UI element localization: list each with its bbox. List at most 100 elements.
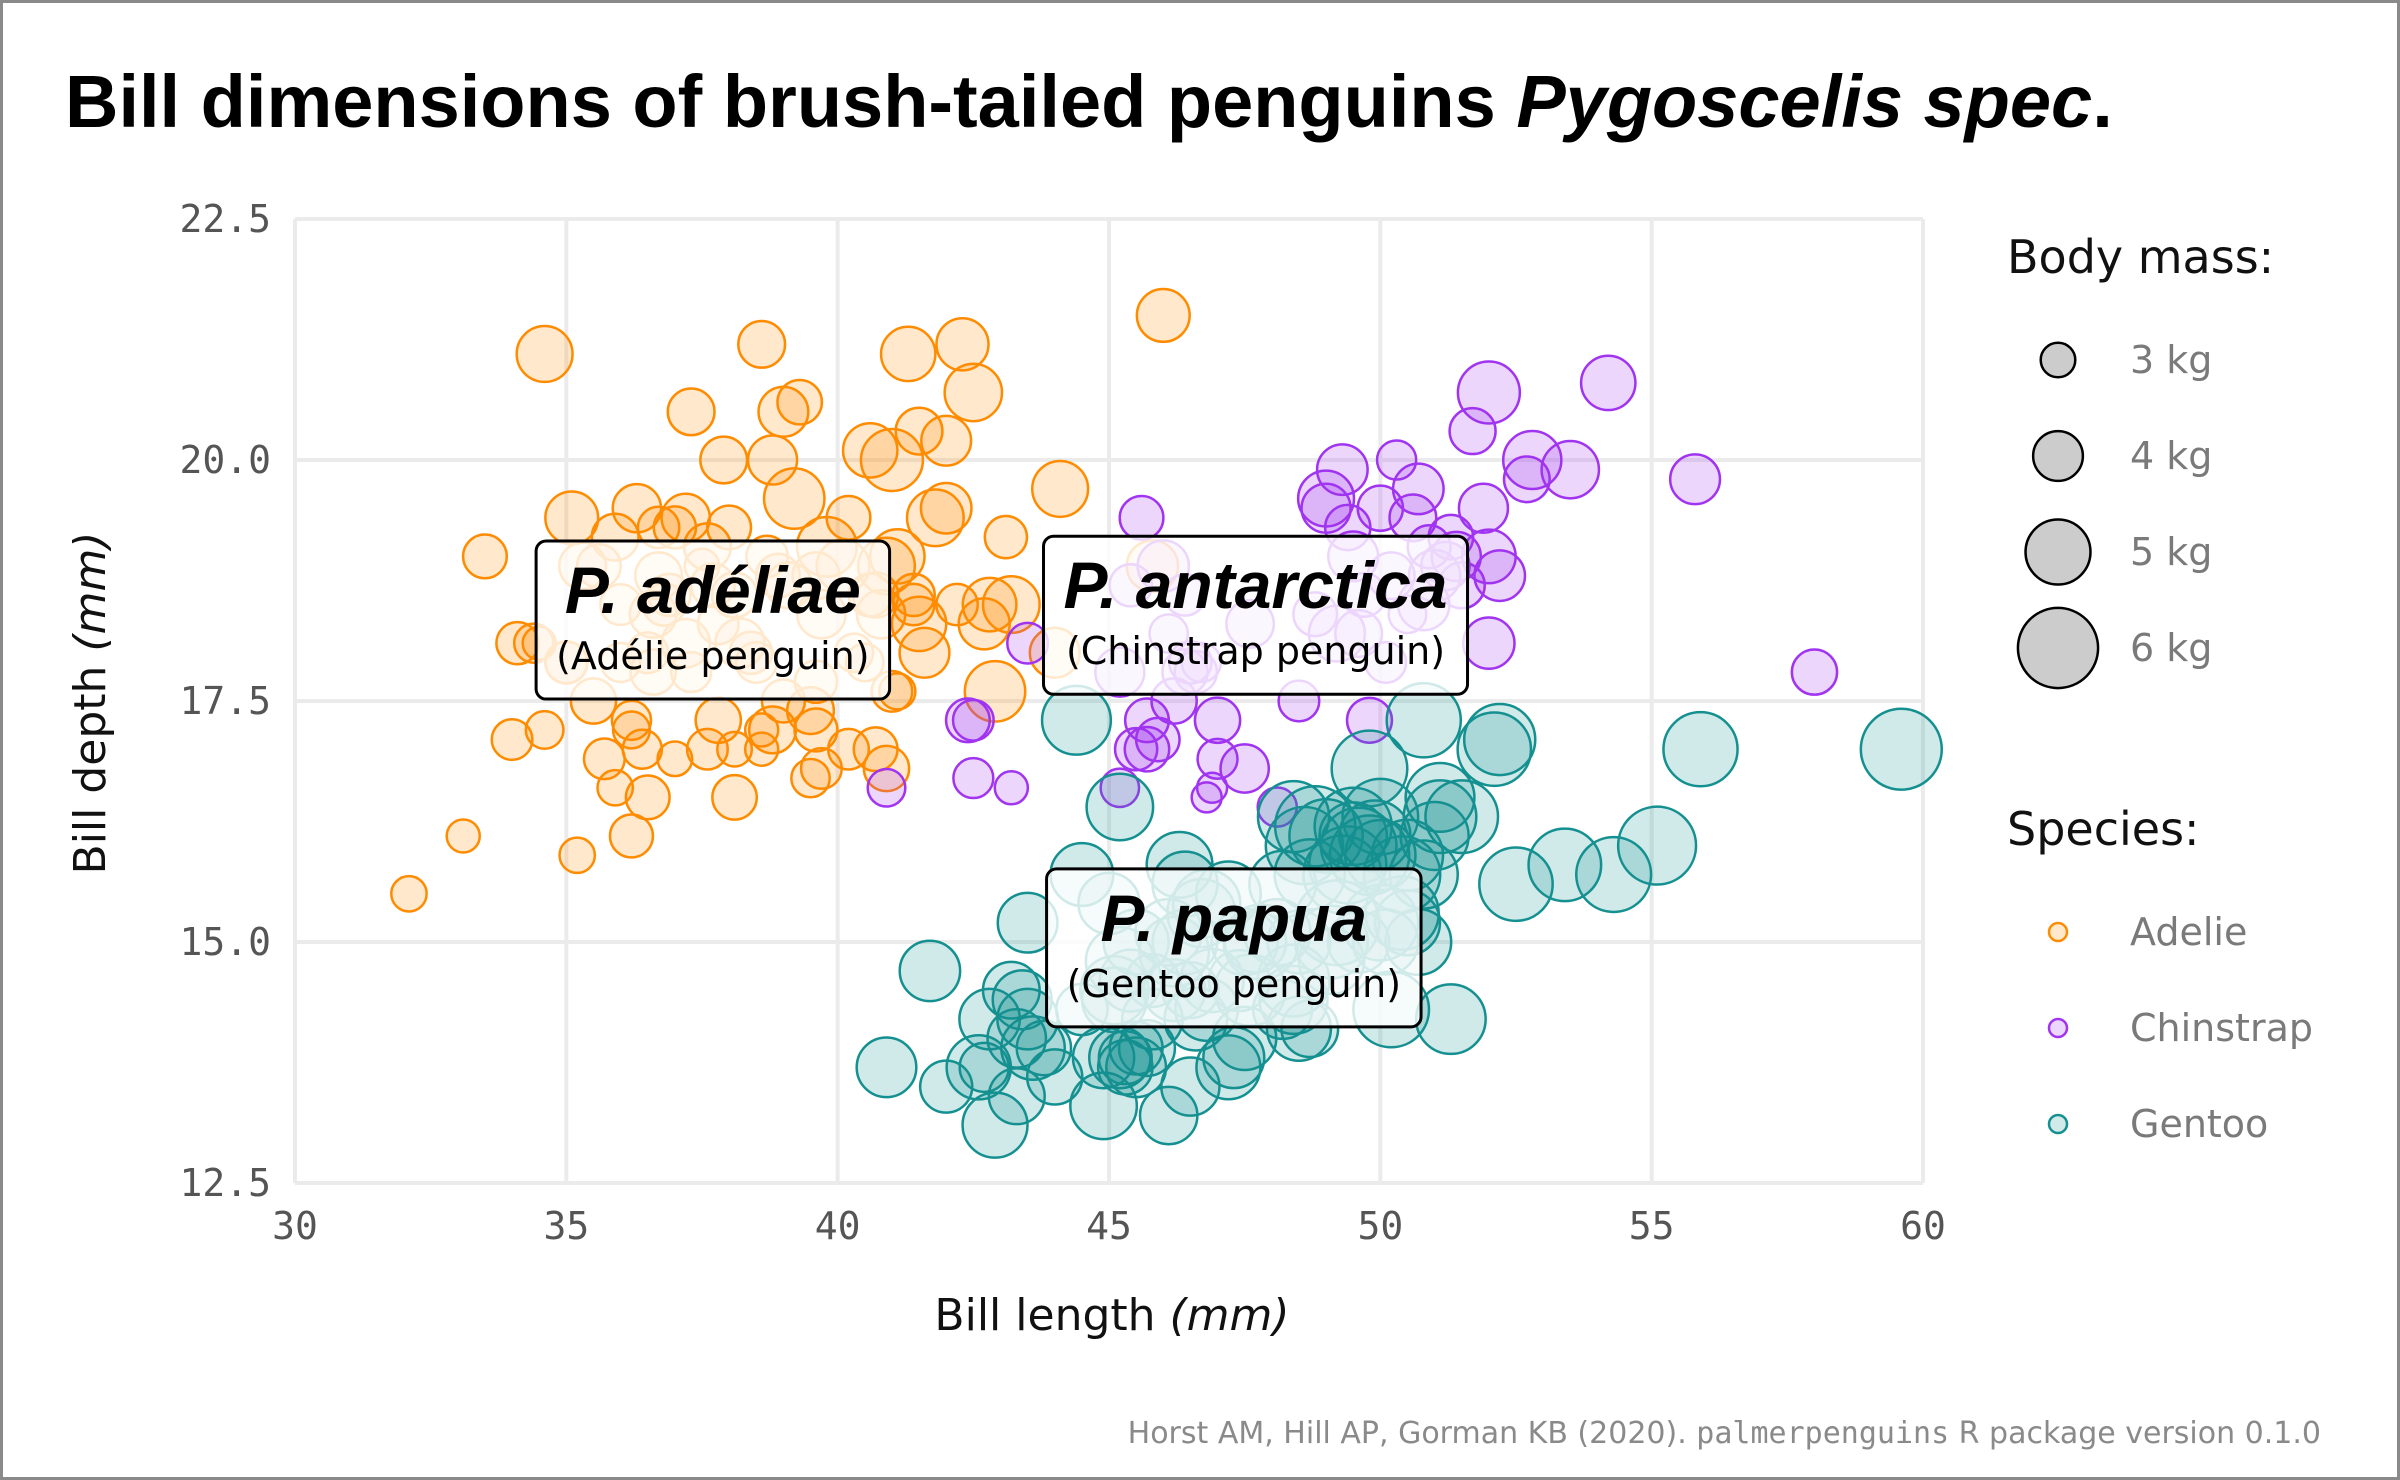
legend-size-label: 5 kg xyxy=(2130,530,2212,574)
data-point xyxy=(1040,684,1113,756)
data-point xyxy=(1030,459,1090,519)
data-point xyxy=(1575,835,1653,914)
data-point xyxy=(841,421,899,479)
data-point xyxy=(1318,801,1389,871)
data-point xyxy=(596,768,635,807)
annotation-gentoo: P. papua (Gentoo penguin) xyxy=(1045,867,1423,1029)
legend-size-key xyxy=(2024,518,2092,586)
data-point xyxy=(1195,1034,1262,1101)
data-point xyxy=(790,757,831,799)
y-tick-label: 12.5 xyxy=(179,1161,271,1205)
data-point xyxy=(918,1059,974,1114)
y-tick-label: 22.5 xyxy=(179,197,271,241)
data-point xyxy=(1097,1030,1153,1086)
x-tick-label: 45 xyxy=(1086,1204,1132,1248)
y-axis-title: Bill depth (mm) xyxy=(65,532,116,875)
data-point xyxy=(461,533,509,580)
species-annotations: P. adéliae (Adélie penguin) P. antarctica (… xyxy=(534,534,1470,1029)
data-point xyxy=(891,582,936,627)
data-point xyxy=(993,769,1030,806)
data-point xyxy=(515,324,574,384)
data-point xyxy=(935,582,980,627)
data-point xyxy=(1006,621,1050,665)
data-point xyxy=(943,362,1004,423)
data-point xyxy=(737,319,787,369)
data-point xyxy=(1375,439,1418,481)
data-point xyxy=(490,717,534,762)
data-point xyxy=(666,387,716,437)
legend-species-label: Chinstrap xyxy=(2130,1006,2313,1050)
data-point xyxy=(1085,772,1155,842)
legend-species-title: Species: xyxy=(2007,802,2200,856)
data-point xyxy=(656,740,694,778)
penguin-scatter-chart: Bill dimensions of brush-tailed penguins… xyxy=(65,60,2321,1451)
data-point xyxy=(951,698,995,742)
data-point xyxy=(1015,1019,1073,1077)
data-point xyxy=(1461,616,1516,671)
legend-species-label: Adelie xyxy=(2130,910,2247,954)
x-tick-label: 55 xyxy=(1629,1204,1675,1248)
annotation-title: P. papua xyxy=(1101,881,1368,955)
data-point xyxy=(1501,429,1563,491)
data-point xyxy=(1134,716,1181,763)
data-point xyxy=(935,317,990,372)
annotation-title: P. antarctica xyxy=(1064,548,1448,622)
legend-size-key xyxy=(2016,606,2100,690)
data-point xyxy=(1473,549,1527,603)
legend-species-key xyxy=(2047,1017,2069,1039)
data-point xyxy=(776,378,824,426)
data-point xyxy=(1108,1020,1164,1076)
annotation-box xyxy=(1042,534,1470,696)
data-point xyxy=(746,434,799,486)
data-point xyxy=(961,1091,1029,1159)
data-point xyxy=(1193,696,1242,745)
data-point xyxy=(981,960,1041,1020)
legend: Body mass: 3 kg 4 kg 5 kg 6 kg Species: Ade… xyxy=(2007,230,2313,1146)
data-point xyxy=(866,767,907,808)
legend-species-items: Adelie Chinstrap Gentoo xyxy=(2047,910,2313,1146)
data-point xyxy=(610,699,653,742)
data-point xyxy=(1113,726,1159,772)
data-point xyxy=(1448,406,1497,456)
legend-size-key xyxy=(2031,429,2085,483)
data-point xyxy=(1668,453,1722,506)
x-tick-label: 35 xyxy=(543,1204,589,1248)
annotation-title: P. adéliae xyxy=(565,553,861,627)
data-point xyxy=(699,435,749,485)
data-point xyxy=(716,730,754,768)
data-point xyxy=(1790,648,1839,696)
data-point xyxy=(524,709,565,750)
legend-species-key xyxy=(2047,1113,2069,1135)
legend-species-key xyxy=(2047,921,2069,943)
x-tick-label: 40 xyxy=(815,1204,861,1248)
data-point xyxy=(1502,455,1551,504)
data-point xyxy=(1462,702,1537,777)
data-point xyxy=(983,514,1029,560)
data-point xyxy=(919,481,973,535)
data-point xyxy=(1404,761,1476,834)
data-point xyxy=(1579,354,1637,412)
x-tick-label: 30 xyxy=(272,1204,318,1248)
legend-size-key xyxy=(2039,341,2077,379)
legend-size-items: 3 kg 4 kg 5 kg 6 kg xyxy=(2016,338,2212,690)
data-point xyxy=(1478,846,1554,923)
data-point xyxy=(1190,781,1223,814)
x-tick-label: 50 xyxy=(1357,1204,1403,1248)
caption: Horst AM, Hill AP, Gorman KB (2020). pal… xyxy=(1128,1416,2321,1451)
annotation-box xyxy=(534,539,892,701)
data-point xyxy=(743,731,780,767)
data-point xyxy=(1616,805,1698,886)
data-point xyxy=(891,572,936,618)
data-point xyxy=(1196,737,1239,781)
data-point xyxy=(1025,1048,1084,1106)
data-point xyxy=(1315,443,1369,497)
data-point xyxy=(1662,710,1739,788)
chart-title: Bill dimensions of brush-tailed penguins… xyxy=(65,60,2113,143)
data-point xyxy=(1118,494,1165,541)
legend-species-label: Gentoo xyxy=(2130,1102,2268,1146)
data-point xyxy=(1399,800,1470,872)
annotation-subtitle: (Chinstrap penguin) xyxy=(1066,629,1445,673)
data-point xyxy=(1457,482,1510,534)
data-point xyxy=(743,712,780,748)
